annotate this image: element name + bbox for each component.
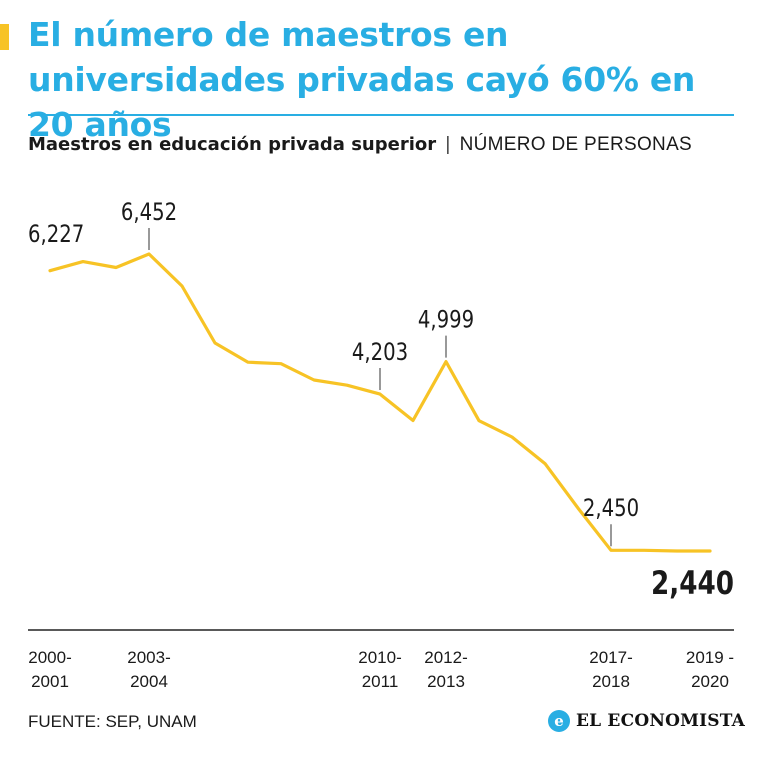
x-tick-label: 2004 [130,672,168,691]
x-tick-label: 2020 [691,672,729,691]
data-label: 2,440 [651,564,734,601]
data-label: 4,999 [418,307,474,334]
x-tick-label: 2010- [358,648,401,667]
title-accent-bar [0,24,9,50]
x-tick-label: 2019 - [686,648,734,667]
x-tick-label: 2013 [427,672,465,691]
subtitle-separator: | [445,134,451,155]
x-tick-label: 2000- [28,648,71,667]
x-tick-label: 2018 [592,672,630,691]
logo-mark-icon: e [548,710,570,732]
source-note: FUENTE: SEP, UNAM [28,712,197,731]
x-tick-label: 2001 [31,672,69,691]
data-label: 6,227 [28,221,84,248]
subtitle-unit: NÚMERO DE PERSONAS [459,134,693,155]
publisher-logo: e EL ECONOMISTA [548,706,745,736]
data-label: 6,452 [121,199,177,226]
logo-wordmark: EL ECONOMISTA [576,711,746,731]
x-tick-label: 2017- [589,648,632,667]
chart-subtitle: Maestros en educación privada superior |… [28,133,748,157]
page-title: El número de maestros en universidades p… [28,15,696,144]
subtitle-main: Maestros en educación privada superior [28,134,437,155]
x-tick-label: 2003- [127,648,170,667]
data-label: 2,450 [583,495,639,522]
data-label: 4,203 [352,339,408,366]
x-tick-label: 2012- [424,648,467,667]
series-line-maestros [48,252,712,553]
title-divider [28,114,734,116]
x-tick-label: 2011 [362,672,399,691]
